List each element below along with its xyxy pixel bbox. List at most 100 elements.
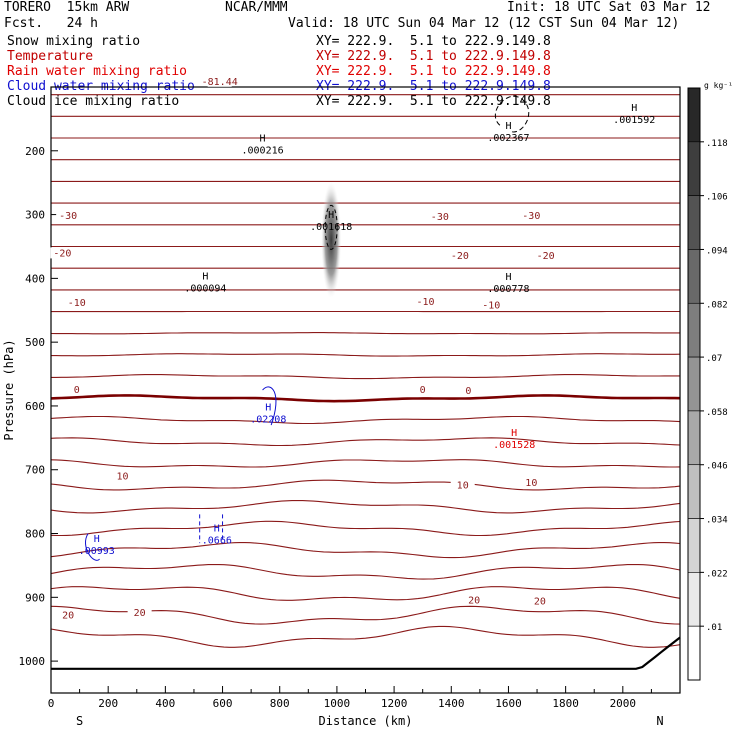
isotherm-label: -10	[68, 298, 86, 309]
temperature-line	[50, 459, 681, 468]
temperature-line	[50, 500, 681, 514]
y-tick-label: 600	[25, 400, 45, 413]
isotherm-label: -10	[417, 297, 435, 308]
legend-xy-snow: XY= 222.9. 5.1 to 222.9.149.8	[316, 34, 551, 49]
y-tick-label: 200	[25, 145, 45, 158]
legend-name-rain: Rain water mixing ratio	[7, 64, 188, 79]
x-tick-label: 800	[270, 697, 290, 710]
isotherm-label-bg	[56, 609, 81, 621]
isotherm-label: -10	[482, 301, 500, 312]
colorbar-cell	[687, 302, 701, 358]
maximum-value-label: .000216	[241, 146, 283, 157]
isotherm-label-bg	[527, 595, 552, 607]
maximum-marker: H	[265, 403, 271, 414]
isotherm-label-bg	[207, 75, 232, 87]
legend-name-temperature: Temperature	[7, 49, 94, 64]
y-tick-label: 700	[25, 464, 45, 477]
legend-xy-cloud-ice: XY= 222.9. 5.1 to 222.9.149.8	[316, 94, 551, 109]
temperature-line	[51, 353, 681, 357]
x-tick-label: 1800	[552, 697, 579, 710]
maximum-marker: H	[505, 272, 511, 283]
maximum-marker: H	[505, 121, 511, 132]
colorbar-cell	[687, 87, 701, 143]
x-tick-label: 1600	[495, 697, 522, 710]
init-time: Init: 18 UTC Sat 03 Mar 12	[507, 0, 711, 15]
isotherm-label: -20	[537, 251, 555, 262]
isotherm-label: 10	[116, 472, 128, 483]
colorbar-frame	[687, 87, 701, 681]
maximum-value-label: .001592	[613, 115, 655, 126]
maximum-value-label: .02208	[250, 415, 286, 426]
temperature-line	[51, 374, 680, 380]
maximum-marker: H	[202, 271, 208, 282]
maximum-value-label: .001528	[493, 440, 535, 451]
valid-time: Valid: 18 UTC Sun 04 Mar 12 (12 CST Sun …	[288, 16, 680, 31]
isotherm-label-bg	[447, 249, 472, 261]
temperature-line	[50, 415, 681, 425]
maximum-value-label: .0666	[202, 535, 232, 546]
colorbar-label: .01	[706, 623, 722, 633]
colorbar-label: .07	[706, 354, 722, 364]
center-title: NCAR/MMM	[225, 0, 288, 15]
temperature-line	[50, 542, 681, 559]
isotherm-label: 0	[74, 385, 80, 396]
colorbar-cell	[687, 249, 701, 304]
terrain-surface	[51, 636, 681, 670]
legend-name-snow: Snow mixing ratio	[7, 34, 141, 49]
colorbar-cell	[687, 410, 701, 466]
temperature-line	[50, 625, 681, 648]
colorbar-cell	[687, 141, 701, 196]
temperature-line	[50, 479, 681, 491]
maximum-value-label: .00993	[79, 546, 115, 557]
colorbar-label: .094	[706, 246, 728, 256]
isotherm-label-bg	[50, 247, 75, 259]
isotherm-label-bg	[110, 470, 135, 482]
isotherm-label: -20	[451, 251, 469, 262]
x-tick-label: 400	[155, 697, 175, 710]
legend-name-cloud-ice: Cloud ice mixing ratio	[7, 94, 180, 109]
x-tick-label: 0	[48, 697, 55, 710]
cloud-water-contour	[262, 386, 277, 426]
isotherm-label-bg	[456, 385, 481, 397]
isotherm-label: 20	[534, 597, 546, 608]
y-axis-label: Pressure (hPa)	[2, 339, 16, 440]
y-tick-label: 400	[25, 272, 45, 285]
isotherm-label-bg	[127, 607, 152, 619]
y-tick-label: 1000	[19, 655, 46, 668]
isotherm-label-bg	[462, 594, 487, 606]
isotherm-label-bg	[64, 297, 89, 309]
x-axis-label: Distance (km)	[319, 714, 413, 728]
forecast-hour: Fcst. 24 h	[4, 16, 98, 31]
isotherm-label: 10	[457, 481, 469, 492]
colorbar-units: g kg⁻¹	[704, 81, 733, 90]
temperature-line	[50, 394, 681, 403]
isotherm-label-bg	[410, 383, 435, 395]
isotherm-label-bg	[519, 477, 544, 489]
temperature-line	[50, 520, 681, 537]
isotherm-label: -20	[53, 248, 71, 259]
isotherm-label: -30	[59, 211, 77, 222]
isotherm-label-bg	[533, 249, 558, 261]
model-title: TORERO 15km ARW	[4, 0, 130, 15]
isotherm-label-bg	[64, 383, 89, 395]
colorbar-label: .118	[706, 139, 728, 149]
colorbar-cell	[687, 195, 701, 250]
x-tick-label: 1000	[324, 697, 351, 710]
section-start-label: S	[76, 714, 83, 728]
colorbar-label: .082	[706, 300, 728, 310]
maximum-value-label: .001618	[310, 222, 352, 233]
x-tick-label: 2000	[610, 697, 637, 710]
plot-frame	[50, 86, 681, 694]
isotherm-label: 0	[420, 385, 426, 396]
maximum-value-label: .000094	[184, 283, 226, 294]
maximum-marker: H	[260, 134, 266, 145]
isotherm-label: 0	[465, 386, 471, 397]
colorbar-cell	[687, 625, 701, 681]
maximum-marker: H	[328, 210, 334, 221]
colorbar-label: .058	[706, 408, 728, 418]
x-tick-label: 600	[213, 697, 233, 710]
maximum-marker: H	[631, 103, 637, 114]
isotherm-label: -81.44	[202, 77, 238, 88]
cloud-water-contour	[85, 533, 100, 561]
colorbar-label: .034	[706, 516, 728, 526]
